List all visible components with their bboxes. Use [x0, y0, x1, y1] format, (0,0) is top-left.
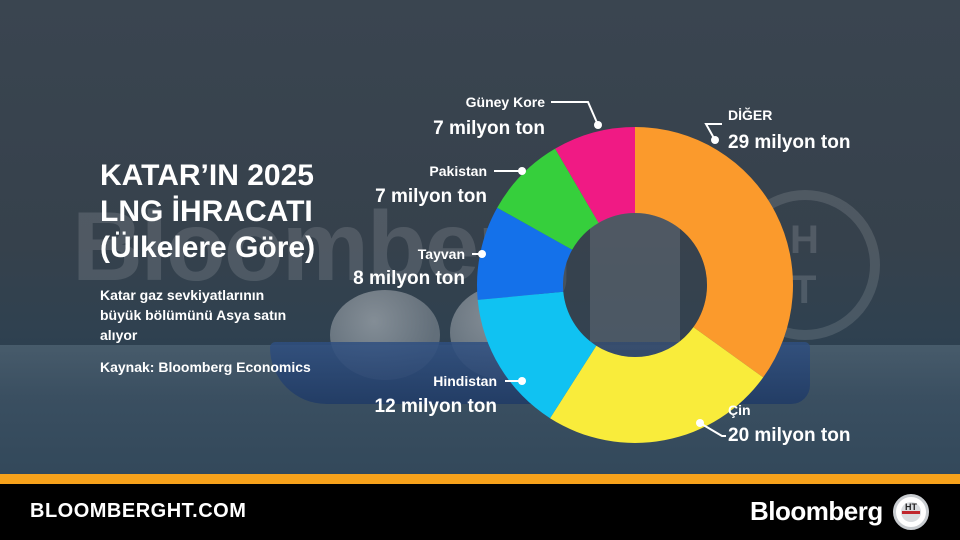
ship-superstructure — [590, 200, 680, 350]
slice-value-label: 20 milyon ton — [728, 425, 850, 446]
footer-url[interactable]: BLOOMBERGHT.COM — [30, 500, 247, 522]
leader-line-5 — [551, 101, 599, 126]
leader-dot-3 — [478, 250, 486, 258]
slice-value-label: 12 milyon ton — [375, 396, 497, 417]
title-line: KATAR’IN 2025 — [100, 159, 314, 192]
donut-slice-5 — [555, 127, 635, 223]
chart-source: Kaynak: Bloomberg Economics — [100, 359, 311, 375]
slice-value-label: 7 milyon ton — [433, 118, 545, 139]
chart-title: KATAR’IN 2025 LNG İHRACATI (Ülkelere Gör… — [100, 158, 315, 266]
watermark-letter: T — [792, 268, 817, 312]
slice-value-label: 29 milyon ton — [728, 132, 850, 153]
donut-slice-3 — [477, 207, 573, 300]
ht-logo-letters: HT — [905, 502, 917, 512]
footer: BLOOMBERGHT.COM Bloomberg HT — [0, 484, 960, 540]
slice-name-label: Tayvan — [418, 246, 465, 262]
title-line: LNG İHRACATI — [100, 195, 313, 228]
slice-value-label: 7 milyon ton — [375, 186, 487, 207]
leader-dot-0 — [711, 136, 719, 144]
leader-line-0 — [704, 123, 722, 141]
donut-slice-0 — [635, 127, 793, 378]
slice-name-label: DİĞER — [728, 106, 772, 123]
leader-dot-5 — [594, 121, 602, 129]
title-line: (Ülkelere Göre) — [100, 231, 316, 264]
donut-slice-1 — [550, 327, 764, 444]
donut-hole — [563, 213, 707, 357]
slice-name-label: Pakistan — [429, 163, 487, 179]
chart-subtitle: Katar gaz sevkiyatlarının büyük bölümünü… — [100, 287, 287, 343]
accent-bar — [0, 474, 960, 484]
ht-logo-icon: HT — [893, 494, 929, 530]
slice-name-label: Güney Kore — [466, 94, 546, 110]
donut-slice-2 — [477, 291, 597, 419]
slice-name-label: Hindistan — [433, 373, 497, 389]
leader-line-1 — [699, 422, 726, 437]
watermark-letter: H — [790, 218, 819, 262]
leader-dot-1 — [696, 419, 704, 427]
donut-slice-4 — [497, 148, 599, 250]
leader-dot-4 — [518, 167, 526, 175]
leader-dot-2 — [518, 377, 526, 385]
bloomberg-logo: Bloomberg — [750, 496, 883, 526]
slice-value-label: 8 milyon ton — [353, 268, 465, 289]
slice-name-label: Çin — [728, 402, 751, 418]
